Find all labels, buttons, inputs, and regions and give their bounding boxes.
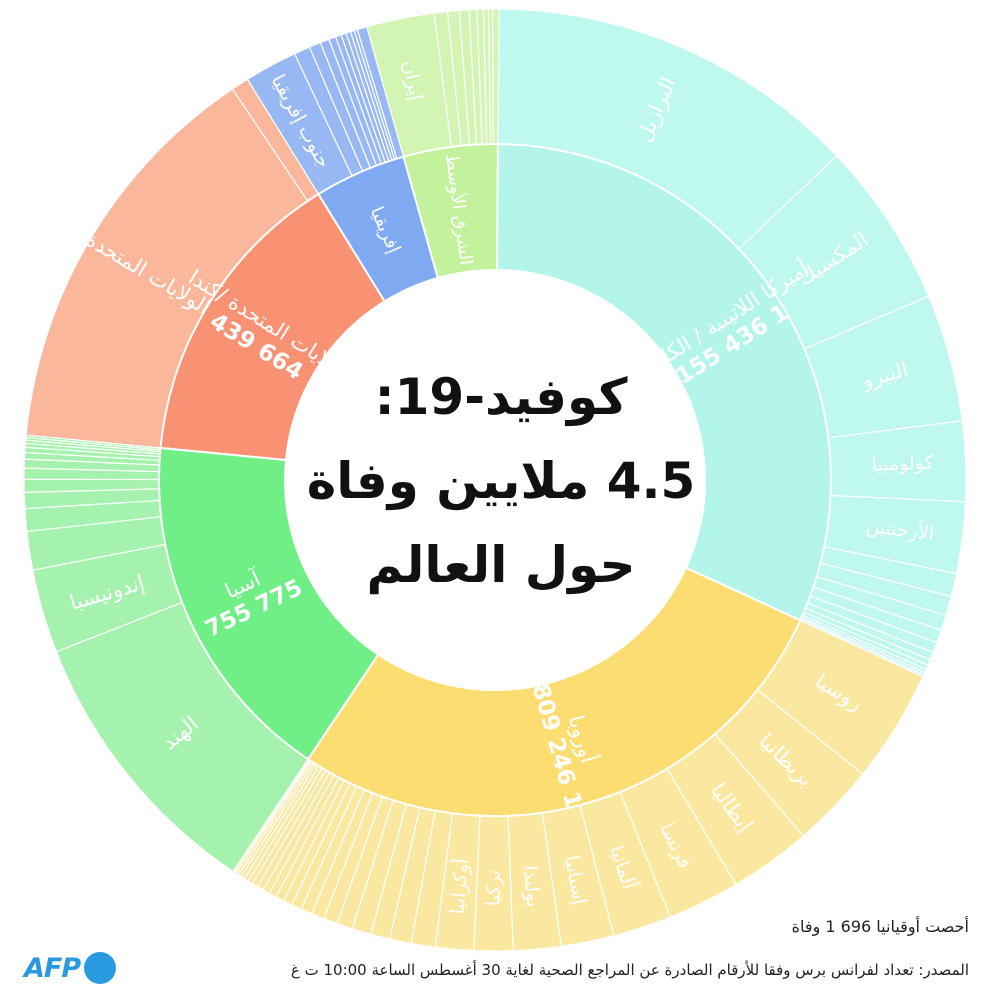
oceania-footnote: أحصت أوقيانيا 696 1 وفاة xyxy=(791,917,969,936)
country-label-line: بولندا xyxy=(519,865,545,909)
country-label-line: كولومبيا xyxy=(871,451,935,475)
region-ring xyxy=(158,143,832,817)
chart-title-line-2: 4.5 ملايين وفاة xyxy=(306,452,696,510)
country-ring xyxy=(23,8,967,952)
chart-center xyxy=(285,270,705,690)
country-label: تركيا xyxy=(483,870,505,906)
country-arc xyxy=(491,8,500,145)
chart-title-line-3: حول العالم xyxy=(366,536,636,594)
afp-logo-text: AFP xyxy=(24,952,81,984)
chart-title: كوفيد-19: 4.5 ملايين وفاة حول العالم xyxy=(291,355,711,607)
country-label: بولندا xyxy=(519,865,545,909)
country-label: كولومبيا xyxy=(871,451,935,475)
region-arc xyxy=(402,143,499,280)
afp-logo: AFP xyxy=(24,952,117,984)
chart-title-line-1: كوفيد-19: xyxy=(374,368,628,426)
source-note: المصدر: تعداد لفرانس برس وفقا للأرقام ال… xyxy=(290,961,969,979)
country-label-line: تركيا xyxy=(483,870,505,906)
afp-logo-icon xyxy=(84,952,117,984)
